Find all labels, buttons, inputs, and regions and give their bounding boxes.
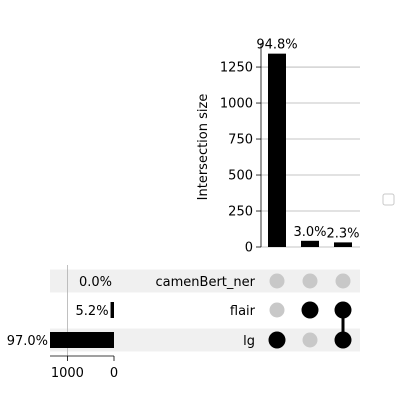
set-label-camenBert_ner: camenBert_ner <box>156 275 256 290</box>
matrix-dot-inactive <box>269 302 285 318</box>
set-size-label: 0.0% <box>79 275 112 290</box>
set-size-label: 5.2% <box>76 304 109 319</box>
matrix-dot-active <box>334 301 352 319</box>
set-label-flair: flair <box>230 304 256 319</box>
set-size-tick-label: 1000 <box>51 366 84 381</box>
matrix-dot-active <box>268 331 286 349</box>
matrix-dot-inactive <box>269 273 285 289</box>
set-size-bar <box>110 302 114 318</box>
y-tick-label: 750 <box>228 133 253 148</box>
y-tick-label: 500 <box>228 169 253 184</box>
set-label-lg: lg <box>243 334 255 349</box>
matrix-dot-active <box>301 301 319 319</box>
row-shade-camenBert_ner <box>50 269 360 293</box>
intersection-bar <box>268 53 286 248</box>
y-axis-title: Intersection size <box>196 94 211 201</box>
y-tick-label: 0 <box>245 241 253 256</box>
y-tick-label: 1000 <box>220 97 253 112</box>
legend-box <box>382 193 395 206</box>
intersection-bar <box>301 240 319 247</box>
intersection-bar-label: 3.0% <box>293 225 326 240</box>
set-size-bar <box>50 332 114 348</box>
intersection-bar-label: 2.3% <box>326 226 359 241</box>
set-size-tick-label: 0 <box>110 366 118 381</box>
matrix-dot-inactive <box>335 273 351 289</box>
y-tick-label: 250 <box>228 205 253 220</box>
y-tick-label: 1250 <box>220 61 253 76</box>
intersection-bar <box>334 242 352 247</box>
matrix-dot-inactive <box>302 332 318 348</box>
matrix-dot-active <box>334 331 352 349</box>
intersection-bar-label: 94.8% <box>256 38 297 53</box>
set-size-label: 97.0% <box>7 334 48 349</box>
matrix-dot-inactive <box>302 273 318 289</box>
